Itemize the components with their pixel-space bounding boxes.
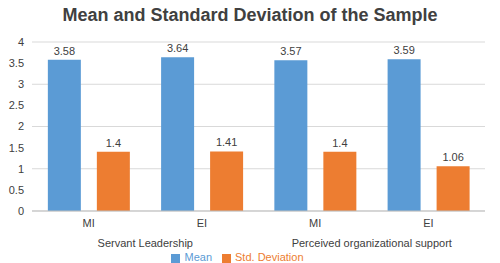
svg-text:3.5: 3.5 bbox=[9, 57, 24, 69]
svg-text:3.57: 3.57 bbox=[280, 45, 301, 57]
svg-text:Perceived organizational suppo: Perceived organizational support bbox=[292, 237, 452, 249]
svg-text:1.06: 1.06 bbox=[442, 151, 463, 163]
html-text:Mean: Mean bbox=[184, 251, 212, 263]
svg-text:1.5: 1.5 bbox=[9, 142, 24, 154]
svg-text:1.4: 1.4 bbox=[332, 137, 347, 149]
svg-text:MI: MI bbox=[309, 217, 321, 229]
svg-text:0: 0 bbox=[18, 205, 24, 217]
svg-text:EI: EI bbox=[197, 217, 207, 229]
svg-text:2: 2 bbox=[18, 120, 24, 132]
svg-text:MI: MI bbox=[83, 217, 95, 229]
html-text:Mean and Standard Deviation of: Mean and Standard Deviation of the Sampl… bbox=[62, 5, 438, 25]
svg-text:1: 1 bbox=[18, 163, 24, 175]
html-text:Std. Deviation: Std. Deviation bbox=[235, 251, 304, 263]
svg-text:1.4: 1.4 bbox=[106, 137, 121, 149]
svg-text:3.64: 3.64 bbox=[167, 42, 188, 54]
svg-text:Servant Leadership: Servant Leadership bbox=[98, 237, 193, 249]
svg-text:0.5: 0.5 bbox=[9, 184, 24, 196]
svg-text:EI: EI bbox=[423, 217, 433, 229]
svg-text:3: 3 bbox=[18, 78, 24, 90]
svg-text:3.58: 3.58 bbox=[54, 45, 75, 57]
svg-text:3.59: 3.59 bbox=[393, 44, 414, 56]
svg-text:4: 4 bbox=[18, 36, 24, 48]
svg-text:2.5: 2.5 bbox=[9, 99, 24, 111]
svg-text:1.41: 1.41 bbox=[216, 136, 237, 148]
